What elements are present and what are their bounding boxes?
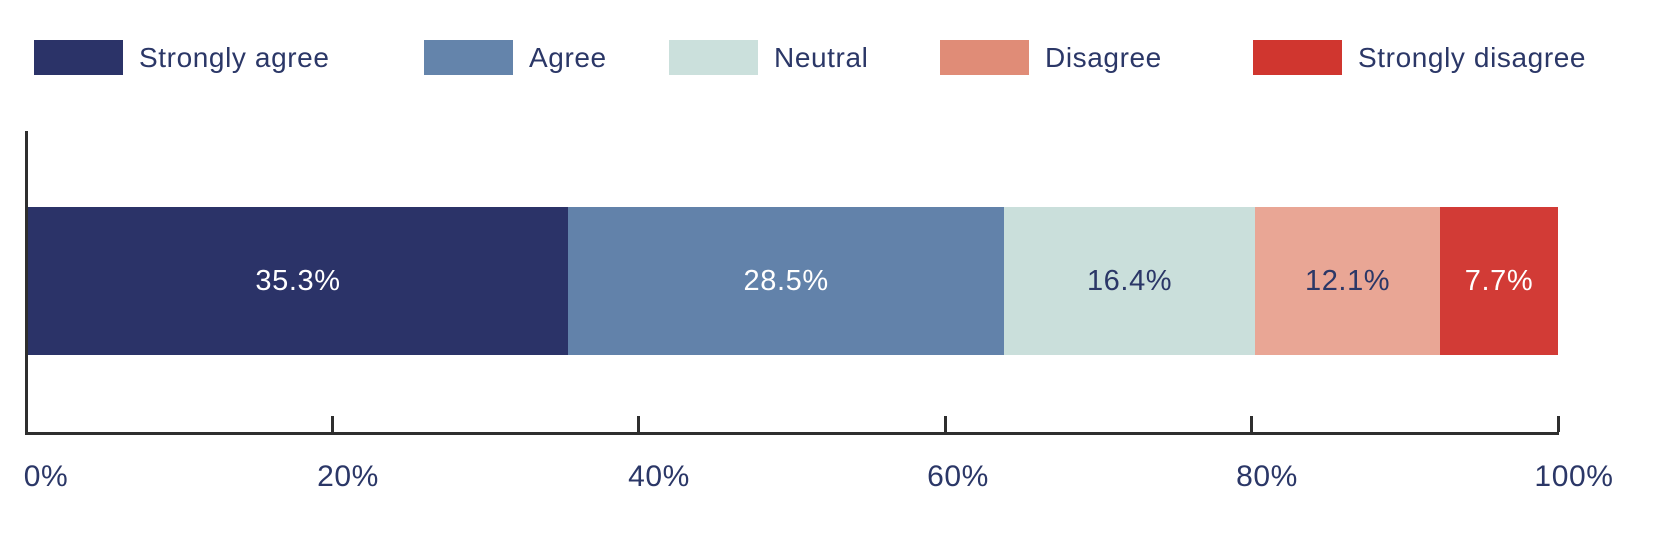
legend-item: Strongly disagree: [1253, 40, 1586, 75]
bar-segment: 28.5%: [568, 207, 1005, 355]
legend-swatch: [34, 40, 123, 75]
x-axis-tick: [944, 416, 947, 432]
legend-swatch: [1253, 40, 1342, 75]
legend-swatch: [424, 40, 513, 75]
x-axis-tick-label: 100%: [1534, 460, 1614, 493]
bar-segment-label: 12.1%: [1304, 264, 1391, 297]
bar-segment: 7.7%: [1440, 207, 1558, 355]
x-axis-tick: [637, 416, 640, 432]
x-axis-tick-label: 40%: [628, 460, 690, 493]
bar-segment-label: 28.5%: [743, 264, 829, 297]
legend-item: Disagree: [940, 40, 1162, 75]
legend-label: Disagree: [1045, 41, 1162, 73]
bar-segment: 16.4%: [1004, 207, 1256, 355]
x-axis-tick: [331, 416, 334, 432]
x-axis-tick: [1557, 416, 1560, 432]
x-axis-tick-label: 20%: [317, 460, 379, 493]
bar-segment-label: 7.7%: [1464, 264, 1534, 297]
x-axis-tick: [1250, 416, 1253, 432]
legend-label: Neutral: [774, 41, 869, 73]
legend-item: Strongly agree: [34, 40, 330, 75]
bar-segment: 12.1%: [1255, 207, 1441, 355]
legend-label: Agree: [529, 41, 607, 73]
bar-segment-label: 16.4%: [1086, 264, 1173, 297]
legend-swatch: [669, 40, 758, 75]
legend-item: Neutral: [669, 40, 868, 75]
legend-item: Agree: [424, 40, 607, 75]
legend-label: Strongly disagree: [1358, 41, 1587, 73]
x-axis-line: [25, 432, 1559, 435]
x-axis-tick-label: 80%: [1236, 460, 1298, 493]
bar-segment: 35.3%: [28, 207, 569, 355]
stacked-bar: 35.3% 28.5% 16.4% 12.1% 7.7%: [28, 207, 1558, 355]
y-axis-line: [25, 131, 28, 435]
legend-label: Strongly agree: [139, 41, 330, 73]
x-axis-tick-label: 60%: [927, 460, 989, 493]
x-axis-tick-label: 0%: [23, 460, 69, 493]
bar-segment-label: 35.3%: [255, 264, 341, 297]
legend-swatch: [940, 40, 1029, 75]
